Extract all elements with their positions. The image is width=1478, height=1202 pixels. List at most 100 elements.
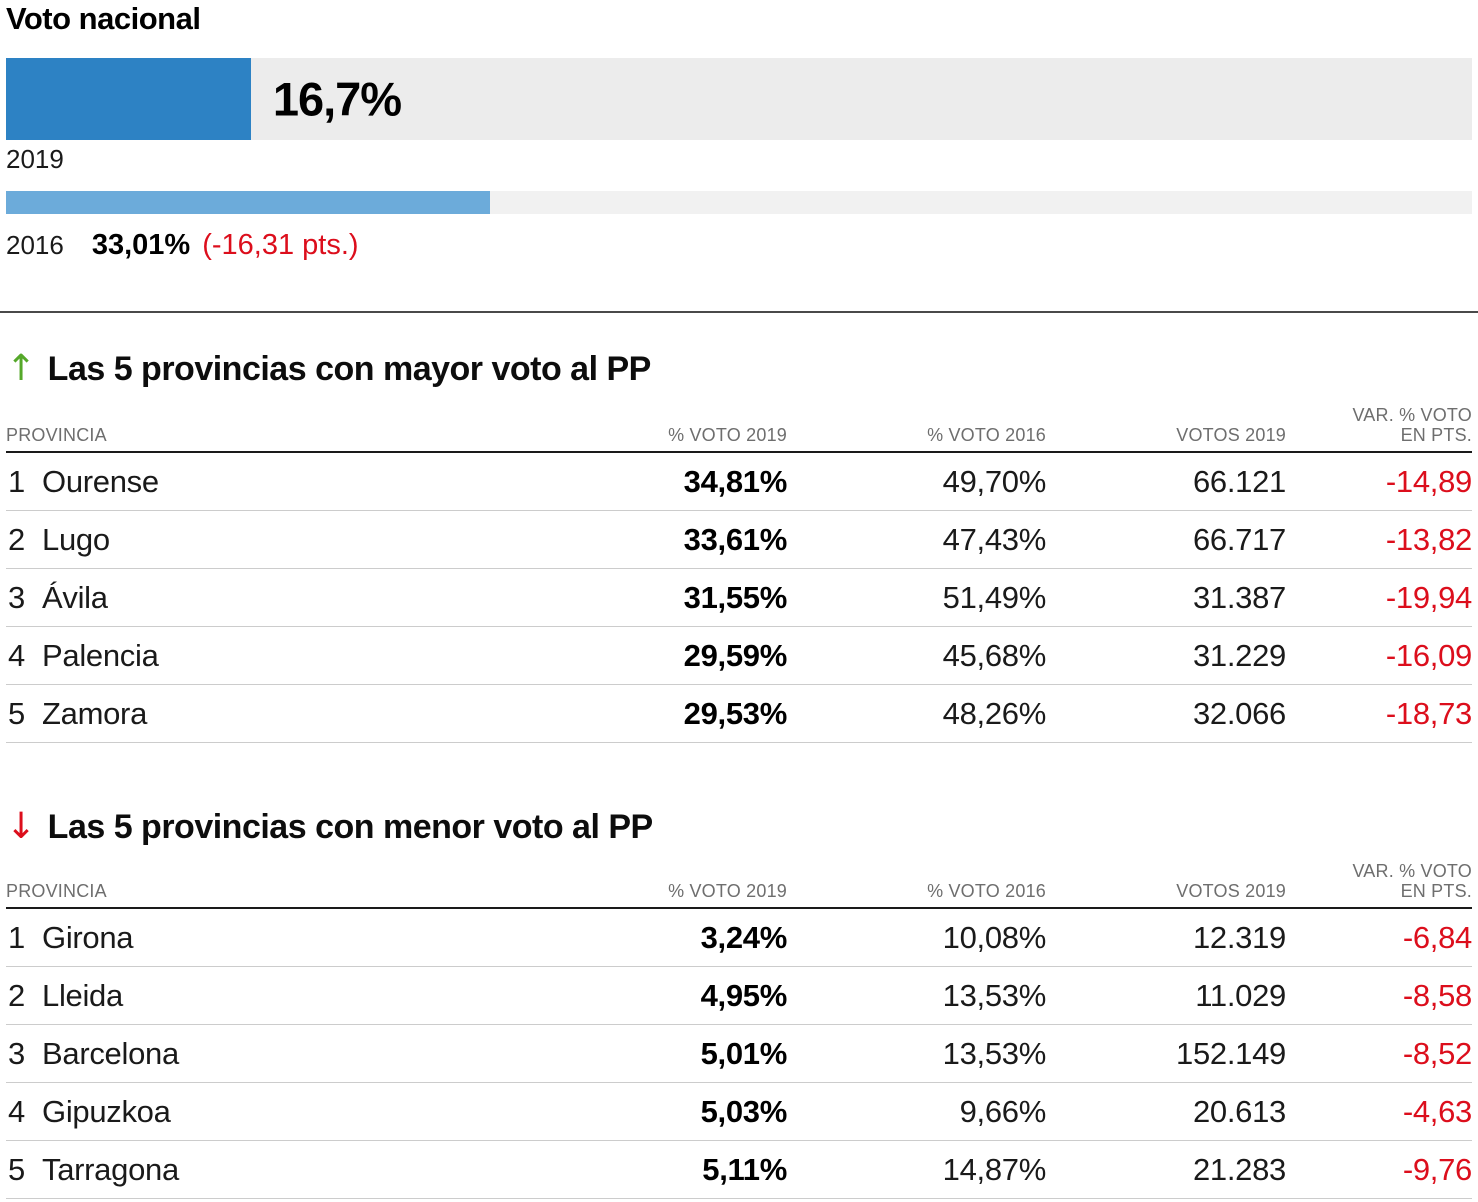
col-header-votos2019: VOTOS 2019 <box>1176 425 1286 445</box>
cell-voto2016: 9,66% <box>959 1093 1047 1129</box>
cell-voto2016: 14,87% <box>942 1151 1047 1187</box>
table-row: 3 Barcelona 5,01% 13,53% 152.149 -8,52 <box>6 1025 1472 1083</box>
row-provincia: Palencia <box>42 637 159 673</box>
year-label-2019: 2019 <box>6 144 64 174</box>
cell-var-pts: -18,73 <box>1385 695 1472 731</box>
row-rank: 3 <box>8 579 25 615</box>
cell-voto2016: 48,26% <box>942 695 1047 731</box>
table-row: 2 Lugo 33,61% 47,43% 66.717 -13,82 <box>6 511 1472 569</box>
up-arrow-icon: ↑ <box>6 348 36 389</box>
row-rank: 2 <box>8 521 25 557</box>
cell-var-pts: -8,58 <box>1402 977 1472 1013</box>
bar-caption-2016: 2016 33,01% (-16,31 pts.) <box>6 230 1472 260</box>
table-row: 1 Ourense 34,81% 49,70% 66.121 -14,89 <box>6 453 1472 511</box>
table-row: 5 Zamora 29,53% 48,26% 32.066 -18,73 <box>6 685 1472 743</box>
cell-var-pts: -6,84 <box>1402 919 1472 955</box>
bar-track-2019: 16,7% <box>6 58 1472 140</box>
col-header-provincia: PROVINCIA <box>6 881 107 901</box>
cell-voto2019: 5,03% <box>700 1093 788 1129</box>
row-rank: 1 <box>8 919 25 955</box>
row-provincia: Lugo <box>42 521 110 557</box>
cell-votos2019: 31.229 <box>1192 637 1286 673</box>
cell-votos2019: 11.029 <box>1195 977 1286 1013</box>
row-rank: 4 <box>8 637 25 673</box>
cell-voto2016: 13,53% <box>942 977 1047 1013</box>
row-provincia: Girona <box>42 919 134 955</box>
cell-var-pts: -4,63 <box>1402 1093 1472 1129</box>
row-provincia: Ourense <box>42 463 159 499</box>
row-rank: 5 <box>8 695 25 731</box>
bar-fill-2016 <box>6 191 490 214</box>
col-header-voto2019: % VOTO 2019 <box>668 881 787 901</box>
row-rank: 1 <box>8 463 25 499</box>
cell-var-pts: -13,82 <box>1385 521 1472 557</box>
cell-voto2019: 29,59% <box>683 637 788 673</box>
bar-fill-2019 <box>6 58 251 140</box>
row-provincia: Tarragona <box>42 1151 179 1187</box>
cell-votos2019: 66.717 <box>1192 521 1286 557</box>
table-row: 1 Girona 3,24% 10,08% 12.319 -6,84 <box>6 909 1472 967</box>
cell-votos2019: 20.613 <box>1192 1093 1286 1129</box>
table-header-mayor: PROVINCIA % VOTO 2019 % VOTO 2016 VOTOS … <box>6 405 1472 453</box>
cell-voto2019: 3,24% <box>700 919 788 955</box>
col-header-voto2016: % VOTO 2016 <box>927 881 1046 901</box>
cell-voto2019: 5,11% <box>702 1151 787 1187</box>
table-header-menor: PROVINCIA % VOTO 2019 % VOTO 2016 VOTOS … <box>6 861 1472 909</box>
cell-voto2019: 4,95% <box>700 977 788 1013</box>
row-rank: 4 <box>8 1093 25 1129</box>
col-header-var: VAR. % VOTO EN PTS. <box>1352 405 1472 445</box>
row-rank: 5 <box>8 1151 25 1187</box>
cell-voto2019: 33,61% <box>683 521 788 557</box>
row-rank: 3 <box>8 1035 25 1071</box>
cell-voto2016: 13,53% <box>942 1035 1047 1071</box>
cell-voto2019: 5,01% <box>700 1035 788 1071</box>
bar-track-2016 <box>6 191 1472 214</box>
page-title: Voto nacional <box>6 1 201 36</box>
cell-votos2019: 32.066 <box>1192 695 1286 731</box>
cell-voto2019: 34,81% <box>683 463 788 499</box>
row-provincia: Lleida <box>42 977 123 1013</box>
table-row: 4 Gipuzkoa 5,03% 9,66% 20.613 -4,63 <box>6 1083 1472 1141</box>
section-divider <box>0 311 1478 313</box>
cell-voto2016: 45,68% <box>942 637 1047 673</box>
table-row: 3 Ávila 31,55% 51,49% 31.387 -19,94 <box>6 569 1472 627</box>
table-row: 2 Lleida 4,95% 13,53% 11.029 -8,58 <box>6 967 1472 1025</box>
cell-var-pts: -19,94 <box>1385 579 1472 615</box>
year-label-2016: 2016 <box>6 230 64 260</box>
row-rank: 2 <box>8 977 25 1013</box>
down-arrow-icon: ↓ <box>6 806 36 847</box>
cell-var-pts: -8,52 <box>1402 1035 1472 1071</box>
cell-votos2019: 12.319 <box>1192 919 1286 955</box>
table-row: 5 Tarragona 5,11% 14,87% 21.283 -9,76 <box>6 1141 1472 1199</box>
section-title-text: Las 5 provincias con mayor voto al PP <box>47 350 652 388</box>
row-provincia: Gipuzkoa <box>42 1093 171 1129</box>
row-provincia: Zamora <box>42 695 148 731</box>
cell-var-pts: -14,89 <box>1385 463 1472 499</box>
col-header-voto2016: % VOTO 2016 <box>927 425 1046 445</box>
col-header-var: VAR. % VOTO EN PTS. <box>1352 861 1472 901</box>
cell-votos2019: 31.387 <box>1192 579 1286 615</box>
cell-votos2019: 152.149 <box>1176 1035 1286 1071</box>
section-title-menor: ↓ Las 5 provincias con menor voto al PP <box>6 807 1472 847</box>
section-title-mayor: ↑ Las 5 provincias con mayor voto al PP <box>6 349 1472 389</box>
section-title-text: Las 5 provincias con menor voto al PP <box>47 808 654 846</box>
cell-voto2016: 10,08% <box>942 919 1047 955</box>
cell-voto2019: 29,53% <box>683 695 788 731</box>
cell-voto2016: 51,49% <box>942 579 1047 615</box>
col-header-voto2019: % VOTO 2019 <box>668 425 787 445</box>
cell-voto2016: 49,70% <box>942 463 1047 499</box>
cell-var-pts: -16,09 <box>1385 637 1472 673</box>
cell-voto2019: 31,55% <box>683 579 788 615</box>
col-header-votos2019: VOTOS 2019 <box>1176 881 1286 901</box>
bar-value-2016: 33,01% <box>91 229 191 261</box>
row-provincia: Ávila <box>42 579 108 615</box>
cell-voto2016: 47,43% <box>942 521 1047 557</box>
cell-votos2019: 21.283 <box>1192 1151 1286 1187</box>
cell-votos2019: 66.121 <box>1192 463 1286 499</box>
row-provincia: Barcelona <box>42 1035 179 1071</box>
bar-change-2016: (-16,31 pts.) <box>202 229 359 261</box>
cell-var-pts: -9,76 <box>1402 1151 1472 1187</box>
table-row: 4 Palencia 29,59% 45,68% 31.229 -16,09 <box>6 627 1472 685</box>
col-header-provincia: PROVINCIA <box>6 425 107 445</box>
